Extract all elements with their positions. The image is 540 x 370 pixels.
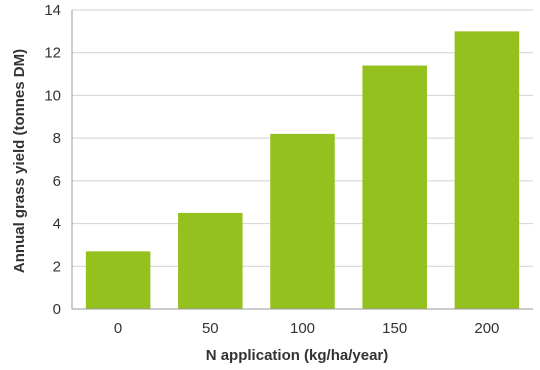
y-tick-label: 8	[53, 130, 61, 147]
y-axis-title: Annual grass yield (tonnes DM)	[11, 49, 28, 273]
y-tick-label: 0	[53, 301, 61, 318]
bar-0	[85, 251, 151, 309]
bar-50	[178, 212, 243, 309]
bar-100	[270, 133, 335, 309]
axes	[71, 10, 533, 310]
x-tick-label: 0	[114, 320, 122, 337]
bars	[85, 31, 520, 310]
x-axis-title: N application (kg/ha/year)	[206, 347, 389, 364]
y-tick-label: 10	[44, 87, 61, 104]
x-tick-label: 100	[290, 320, 315, 337]
y-tick-label: 14	[44, 2, 61, 19]
y-tick-label: 2	[53, 258, 61, 275]
y-tick-label: 12	[44, 45, 61, 62]
x-tick-label: 50	[202, 320, 219, 337]
x-tick-label: 200	[474, 320, 499, 337]
x-axis-tick-labels: 0 50 100 150 200	[114, 320, 499, 337]
bar-200	[454, 31, 520, 309]
bar-150	[362, 65, 427, 310]
y-tick-label: 6	[53, 173, 61, 190]
x-tick-label: 150	[382, 320, 407, 337]
y-axis-tick-labels: 0 2 4 6 8 10 12 14	[44, 2, 61, 318]
y-tick-label: 4	[53, 216, 61, 233]
